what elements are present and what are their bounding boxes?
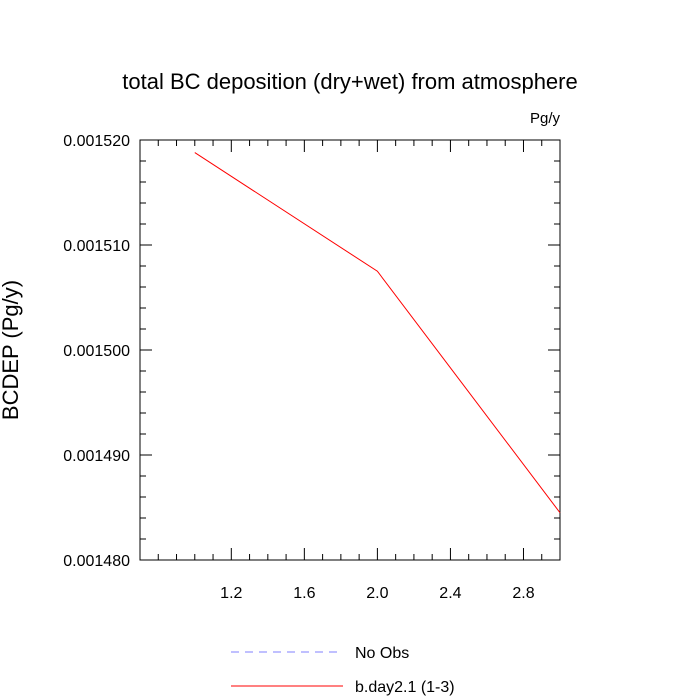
y-tick-label: 0.001490 (63, 448, 130, 465)
series-line (194, 152, 561, 514)
legend: No Obs b.day2.1 (1-3) (231, 645, 455, 696)
x-tick-label: 2.4 (439, 585, 461, 602)
y-tick-label: 0.001500 (63, 343, 130, 360)
y-tick-label: 0.001520 (63, 133, 130, 150)
y-axis-label: BCDEP (Pg/y) (0, 280, 23, 420)
chart-title: total BC deposition (dry+wet) from atmos… (122, 69, 577, 94)
x-tick-label: 2.0 (366, 585, 388, 602)
units-label: Pg/y (530, 110, 561, 127)
y-tick-label: 0.001510 (63, 238, 130, 255)
series-layer (194, 152, 561, 514)
plot-area (139, 139, 561, 561)
legend-label: b.day2.1 (1-3) (355, 679, 455, 696)
x-tick-label: 2.8 (512, 585, 534, 602)
y-tick-label: 0.001480 (63, 553, 130, 570)
x-tick-label: 1.6 (293, 585, 315, 602)
axis-ticks: 1.2 1.6 2.0 2.4 2.8 0.001480 0.001490 0.001500 0… (63, 133, 561, 602)
legend-label: No Obs (355, 645, 409, 662)
x-tick-label: 1.2 (220, 585, 242, 602)
